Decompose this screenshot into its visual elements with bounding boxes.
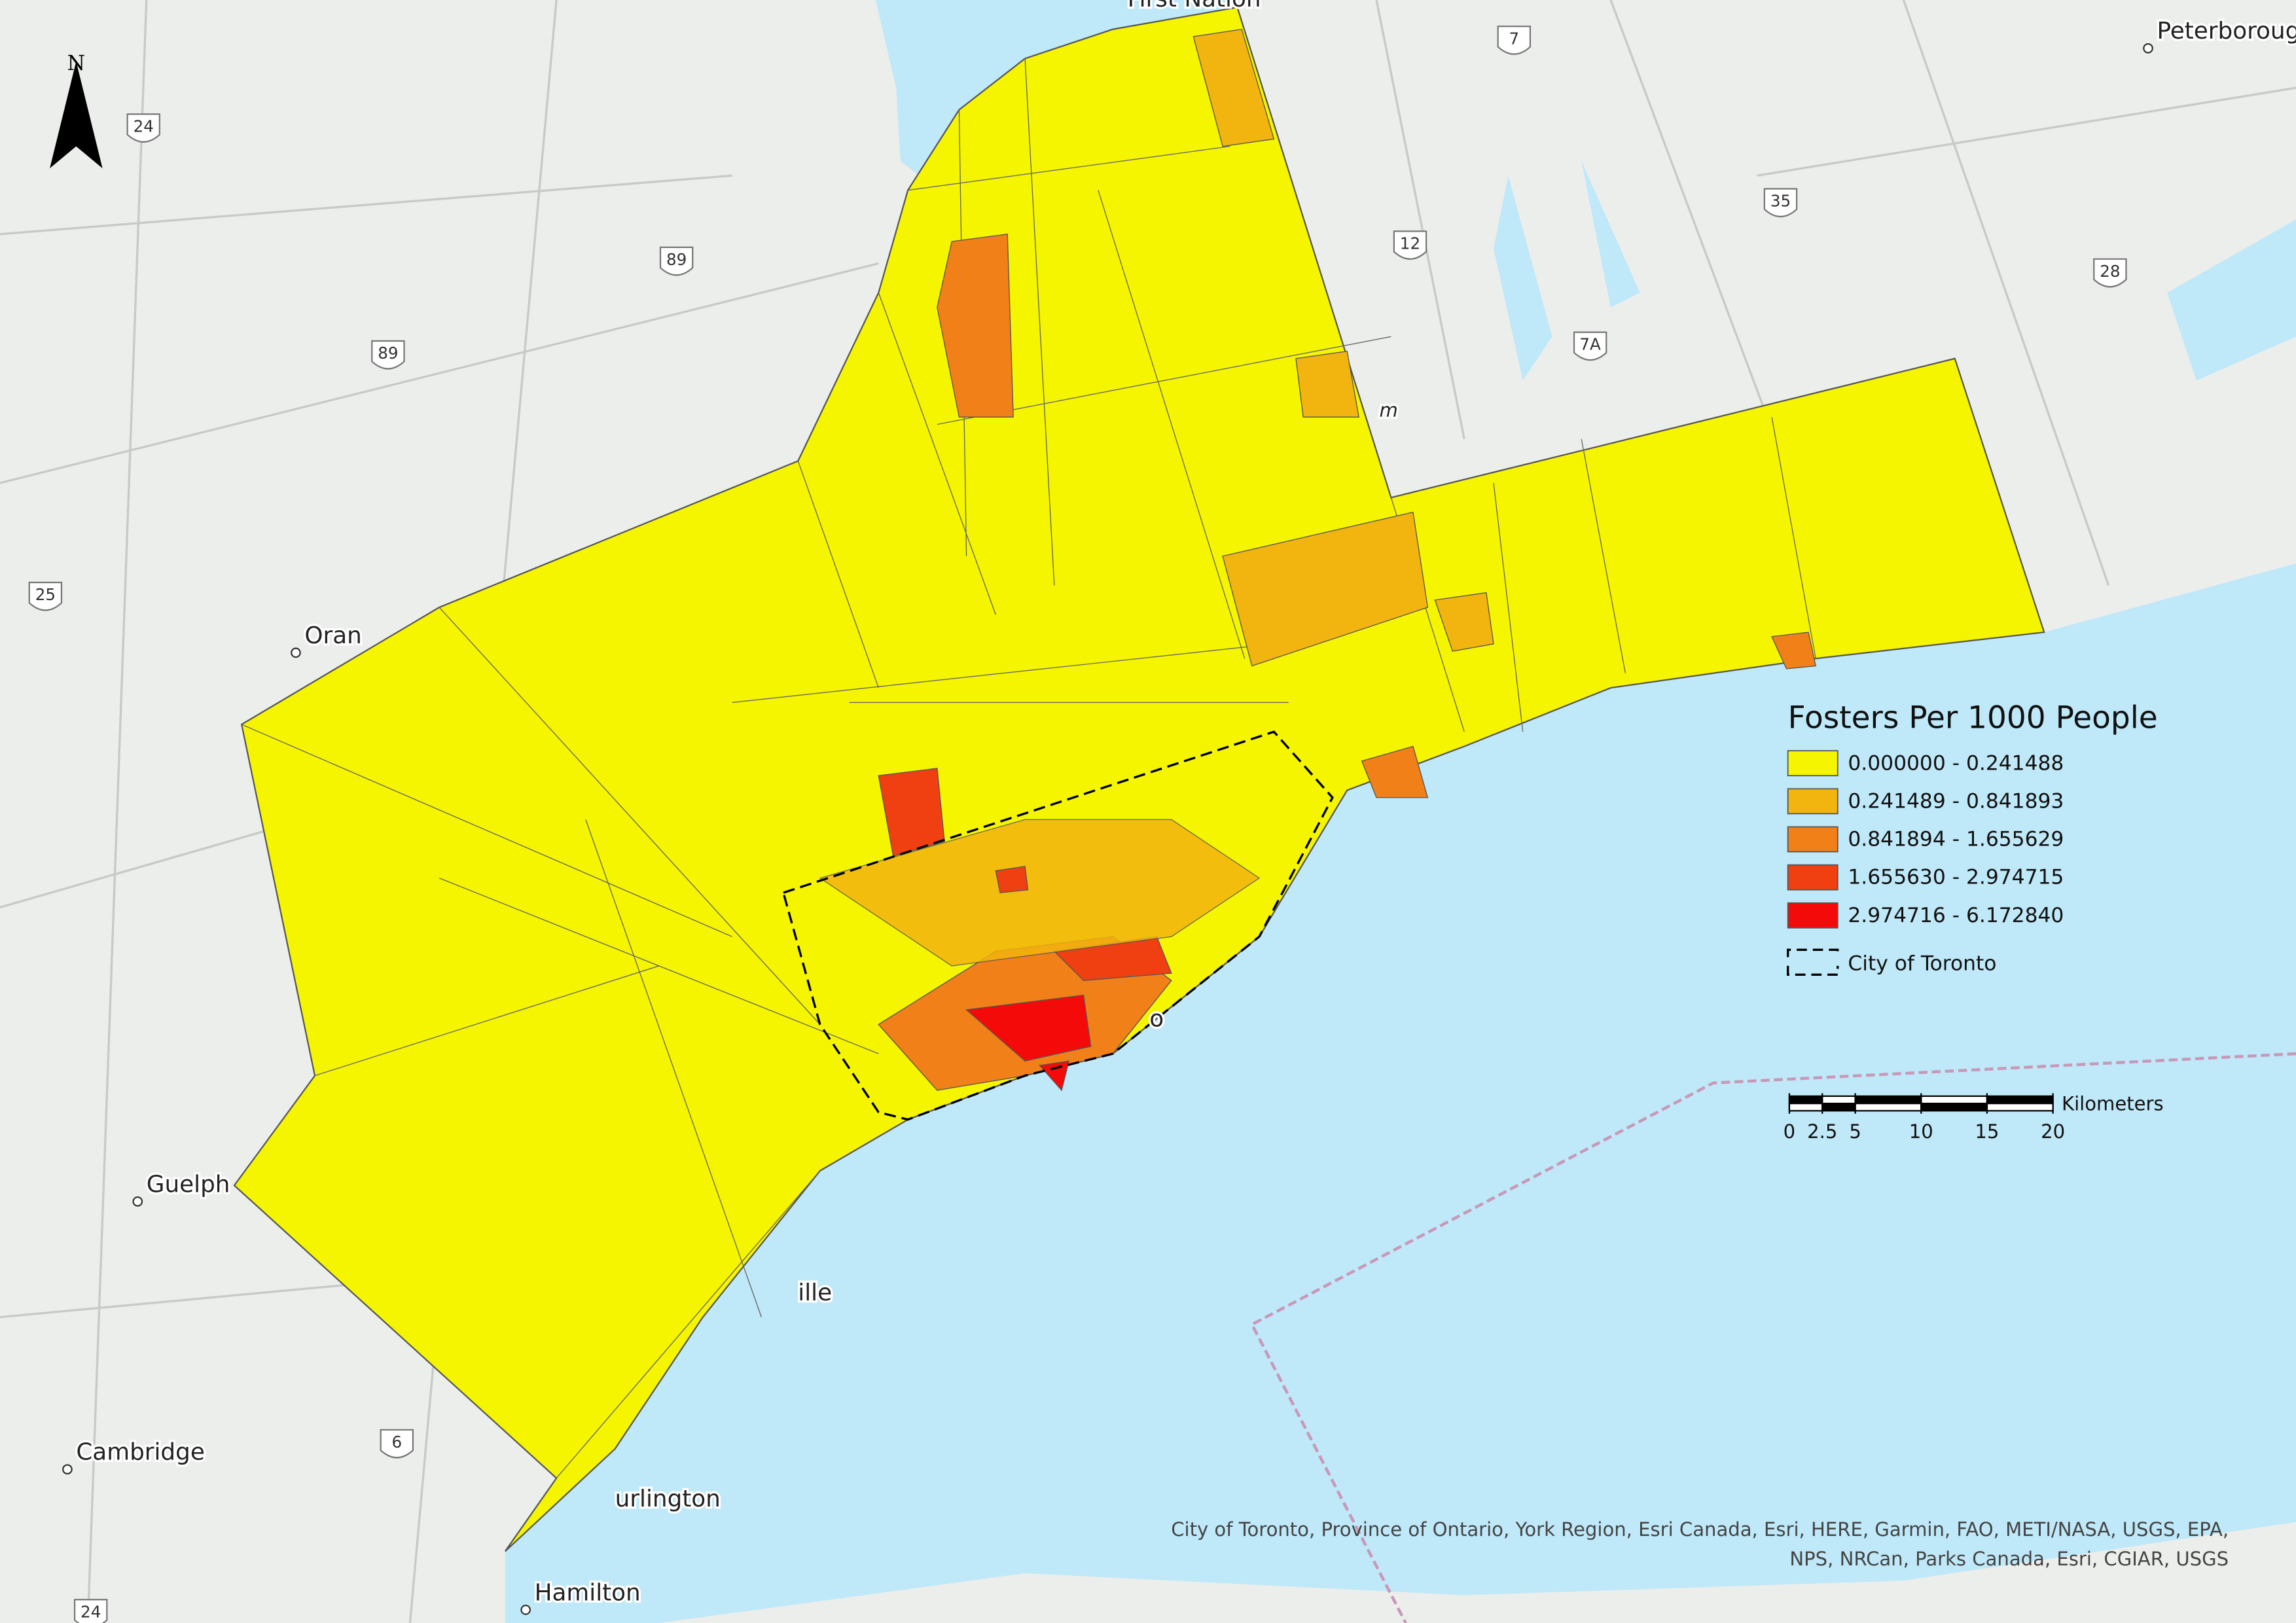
place-label: m (1379, 399, 1397, 421)
border (1249, 1052, 2296, 1623)
legend-swatch (1787, 902, 1839, 929)
place-dot (2143, 43, 2153, 54)
highway-shield (1573, 331, 1607, 361)
scale-segment (1788, 1095, 1823, 1105)
lake-simcoe (875, 0, 1230, 190)
scale-segment (1986, 1103, 2054, 1112)
scale-tick-label: 20 (2041, 1120, 2065, 1143)
highway-number: 7 (1509, 29, 1519, 48)
legend-label: 1.655630 - 2.974715 (1848, 866, 2064, 889)
highway-shield (126, 113, 160, 143)
legend-label: 0.000000 - 0.241488 (1848, 751, 2064, 775)
legend-label: City of Toronto (1848, 952, 1996, 976)
scale-tick-label: 5 (1849, 1120, 1861, 1143)
scale-tick-label: 2.5 (1807, 1120, 1837, 1143)
toronto-boundary (781, 730, 1334, 1121)
scale-segment (1788, 1103, 1823, 1112)
place-label: ille (798, 1279, 832, 1306)
legend-label: 2.974716 - 6.172840 (1848, 904, 2064, 927)
place-dot (132, 1196, 143, 1207)
highway-number: 28 (2100, 262, 2120, 281)
highway-shield (380, 1429, 414, 1459)
scale-tick-label: 10 (1909, 1120, 1933, 1143)
legend-boundary-swatch (1786, 948, 1839, 976)
scale-tick-label: 0 (1784, 1120, 1796, 1143)
small-lakes (1493, 160, 2296, 381)
place-label: Peterborough (2157, 18, 2296, 45)
highway-number: 7A (1579, 335, 1601, 354)
scale-segment (1920, 1095, 1988, 1105)
place-label: urlington (615, 1486, 721, 1512)
legend-label: 0.841894 - 1.655629 (1848, 828, 2064, 851)
legend-swatch (1787, 826, 1839, 853)
lake-ontario (505, 563, 2296, 1623)
place-dot (62, 1464, 73, 1475)
highway-shield (371, 340, 405, 370)
highway-number: 89 (666, 250, 687, 269)
highway-shield (1393, 230, 1427, 260)
highway-shield (28, 581, 63, 611)
place-dot (291, 647, 301, 658)
highway-number: 24 (81, 1602, 101, 1621)
highway-number: 6 (391, 1433, 402, 1452)
scale-segment (1986, 1095, 2054, 1105)
choropleth-patches (819, 28, 1816, 1092)
place-label: First Nation (1128, 0, 1261, 12)
highway-shield (2093, 258, 2127, 288)
north-arrow (50, 61, 103, 169)
place-label: Oran (304, 622, 361, 649)
scale-unit: Kilometers (2062, 1092, 2164, 1115)
highway-shield (1497, 26, 1532, 55)
north-label: N (67, 52, 85, 75)
highway-number: 24 (134, 117, 154, 136)
place-label: Cambridge (76, 1439, 205, 1466)
highway-shield (659, 246, 694, 276)
attribution: City of Toronto, Province of Ontario, Yo… (1171, 1518, 2229, 1541)
highway-shield (73, 1599, 108, 1623)
scale-segment (1920, 1103, 1988, 1112)
scale-segment (1854, 1103, 1922, 1112)
highway-number: 89 (378, 344, 398, 363)
legend-swatch (1787, 750, 1839, 777)
legend-title: Fosters Per 1000 People (1788, 700, 2158, 736)
place-label: Hamilton (535, 1579, 641, 1606)
highway-number: 12 (1400, 234, 1420, 253)
highway-number: 25 (35, 585, 56, 604)
scale-tick-label: 15 (1975, 1120, 1999, 1143)
scale-segment (1821, 1103, 1856, 1112)
region (233, 6, 2045, 1552)
highway-number: 35 (1770, 192, 1791, 211)
place-dot (520, 1605, 531, 1615)
legend-swatch (1787, 864, 1839, 891)
scale-segment (1821, 1095, 1856, 1105)
legend-swatch (1787, 788, 1839, 815)
place-label: Guelph (147, 1171, 230, 1198)
place-label: o (1149, 1006, 1164, 1033)
attribution: NPS, NRCan, Parks Canada, Esri, CGIAR, U… (1789, 1548, 2229, 1570)
legend-label: 0.241489 - 0.841893 (1848, 789, 2064, 813)
scale-segment (1854, 1095, 1922, 1105)
highway-shield (1763, 188, 1798, 218)
